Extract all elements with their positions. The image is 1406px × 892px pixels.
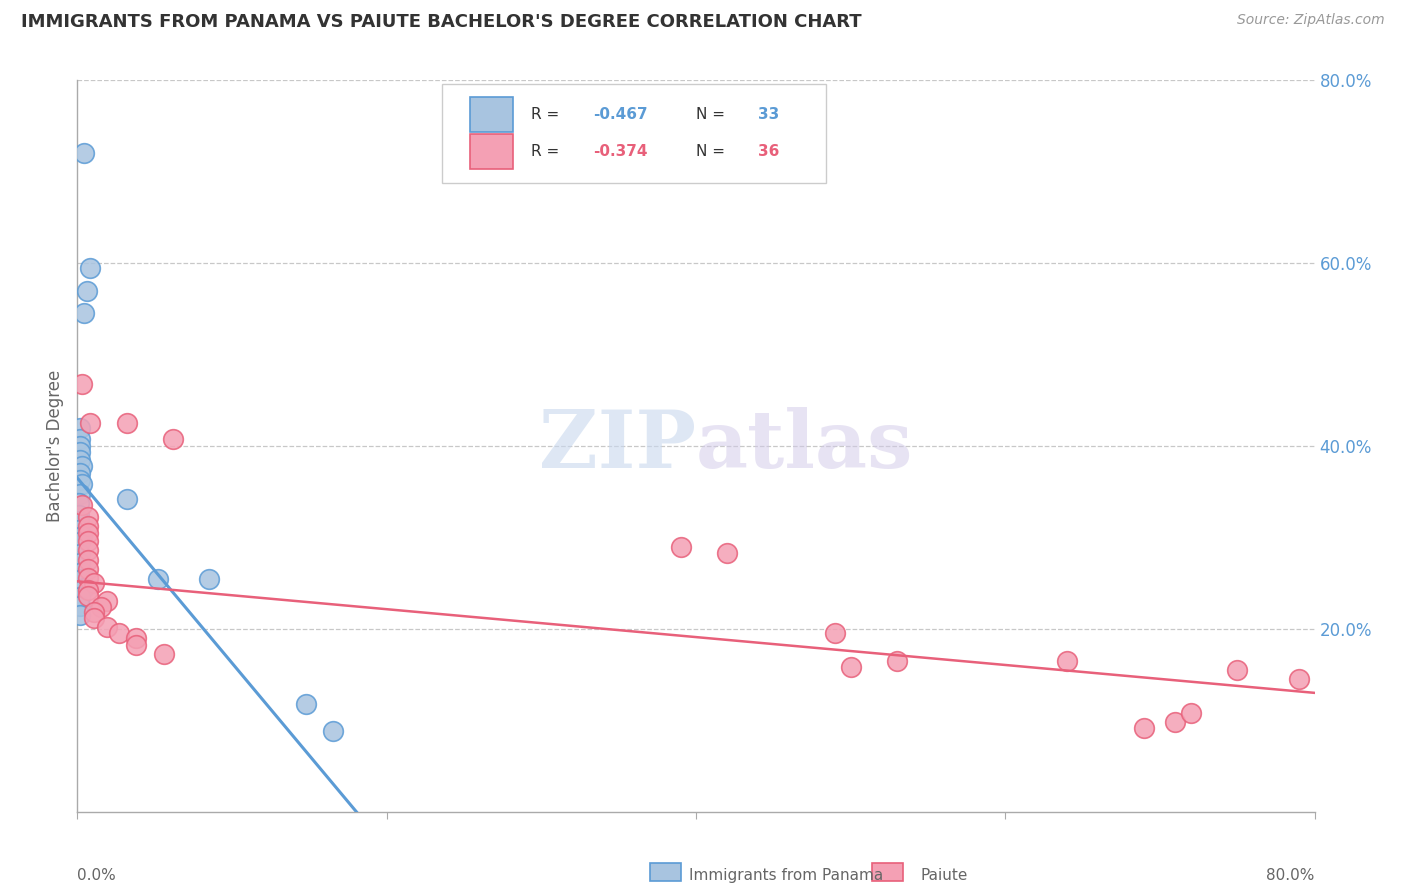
Point	[69, 421, 91, 435]
Text: N =: N =	[696, 144, 730, 159]
Point	[69, 556, 91, 570]
Point	[77, 543, 100, 558]
Point	[69, 547, 91, 561]
Point	[77, 510, 100, 524]
Point	[67, 496, 90, 510]
Point	[72, 146, 94, 161]
FancyBboxPatch shape	[470, 97, 513, 132]
Point	[824, 626, 846, 640]
Text: 36: 36	[758, 144, 779, 159]
Point	[69, 439, 91, 453]
Point	[72, 306, 94, 320]
Point	[77, 553, 100, 567]
Point	[83, 606, 105, 620]
Point	[70, 528, 93, 542]
Text: R =: R =	[531, 107, 565, 122]
Point	[79, 260, 101, 275]
Point	[77, 519, 100, 533]
Point	[69, 599, 91, 613]
Point	[70, 376, 93, 391]
Text: ZIP: ZIP	[538, 407, 696, 485]
FancyBboxPatch shape	[470, 134, 513, 169]
Point	[322, 724, 344, 739]
Point	[96, 594, 118, 608]
Text: R =: R =	[531, 144, 565, 159]
Point	[162, 432, 184, 446]
Point	[198, 572, 221, 586]
Point	[70, 459, 93, 474]
Point	[69, 445, 91, 459]
Point	[69, 486, 91, 500]
Point	[716, 546, 738, 560]
Point	[108, 625, 131, 640]
Point	[115, 416, 138, 430]
Point	[77, 589, 100, 603]
Point	[67, 523, 90, 537]
Point	[69, 452, 91, 467]
Y-axis label: Bachelor's Degree: Bachelor's Degree	[46, 370, 65, 522]
Point	[67, 508, 90, 522]
Point	[69, 467, 91, 481]
Point	[77, 582, 100, 597]
Point	[76, 284, 98, 298]
Point	[83, 576, 105, 591]
Point	[125, 631, 148, 645]
Point	[67, 514, 90, 528]
Point	[886, 654, 908, 668]
Point	[69, 608, 91, 623]
Point	[1133, 721, 1156, 735]
Point	[125, 638, 148, 652]
Point	[1180, 706, 1202, 720]
Point	[77, 561, 100, 575]
Text: 33: 33	[758, 107, 779, 122]
Text: -0.374: -0.374	[593, 144, 648, 159]
Point	[1164, 715, 1187, 730]
Text: Source: ZipAtlas.com: Source: ZipAtlas.com	[1237, 13, 1385, 28]
Point	[69, 432, 91, 446]
Point	[295, 697, 318, 711]
Point	[77, 571, 100, 585]
Text: atlas: atlas	[696, 407, 914, 485]
Text: IMMIGRANTS FROM PANAMA VS PAIUTE BACHELOR'S DEGREE CORRELATION CHART: IMMIGRANTS FROM PANAMA VS PAIUTE BACHELO…	[21, 13, 862, 31]
Point	[77, 534, 100, 549]
Point	[83, 611, 105, 625]
Point	[90, 599, 112, 614]
Point	[69, 535, 91, 549]
Point	[70, 477, 93, 491]
Point	[839, 660, 862, 674]
Point	[669, 540, 692, 554]
Point	[79, 416, 101, 430]
Text: N =: N =	[696, 107, 730, 122]
Point	[115, 491, 138, 506]
Point	[96, 620, 118, 634]
Point	[1056, 654, 1078, 668]
Point	[72, 581, 94, 595]
Point	[153, 648, 176, 662]
Text: Paiute: Paiute	[921, 868, 969, 883]
Point	[69, 590, 91, 604]
Point	[77, 525, 100, 540]
Text: 80.0%: 80.0%	[1267, 868, 1315, 883]
Point	[70, 572, 93, 586]
Point	[70, 499, 93, 513]
Text: 0.0%: 0.0%	[77, 868, 117, 883]
Point	[1288, 672, 1310, 686]
Text: -0.467: -0.467	[593, 107, 648, 122]
Text: Immigrants from Panama: Immigrants from Panama	[689, 868, 883, 883]
Point	[70, 565, 93, 579]
Point	[146, 572, 169, 586]
Point	[1226, 663, 1249, 677]
Point	[69, 473, 91, 487]
FancyBboxPatch shape	[443, 84, 825, 183]
